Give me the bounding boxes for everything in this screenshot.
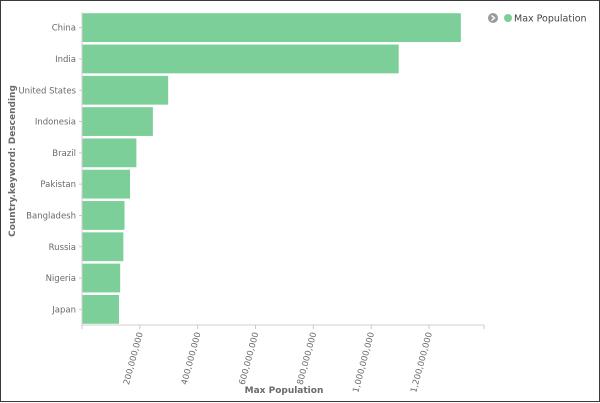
- category-label-pakistan: Pakistan: [40, 180, 76, 190]
- bar-bangladesh[interactable]: [82, 201, 125, 230]
- x-axis: 200,000,000 400,000,000 600,000,000 800,000…: [81, 324, 485, 394]
- legend-entry-max-population[interactable]: Max Population: [514, 14, 587, 25]
- bar-japan[interactable]: [82, 294, 120, 324]
- category-label-russia: Russia: [49, 243, 76, 253]
- legend: Max Population: [488, 13, 587, 25]
- category-label-china: China: [52, 24, 76, 34]
- category-labels: China India United States Indonesia Brazil Pa…: [18, 12, 83, 325]
- legend-swatch: [504, 14, 512, 22]
- bar-indonesia[interactable]: [82, 107, 153, 136]
- bar-pakistan[interactable]: [82, 169, 131, 199]
- chevron-right-glyph: [491, 14, 496, 22]
- category-label-nigeria: Nigeria: [46, 274, 76, 284]
- bar-russia[interactable]: [82, 232, 124, 262]
- bar-india[interactable]: [82, 44, 399, 74]
- legend-toggle-button[interactable]: [488, 13, 498, 23]
- x-tick-label: 1,200,000,000: [409, 331, 435, 394]
- x-tick-label: 1,000,000,000: [351, 331, 377, 394]
- x-tick-label: 400,000,000: [180, 331, 204, 386]
- x-tick-label: 800,000,000: [296, 331, 320, 386]
- category-label-bangladesh: Bangladesh: [26, 211, 76, 221]
- bar-united-states[interactable]: [82, 75, 169, 105]
- category-label-indonesia: Indonesia: [35, 118, 76, 128]
- y-axis-title: Country.keyword: Descending: [8, 85, 18, 237]
- category-label-japan: Japan: [51, 305, 76, 315]
- category-label-united-states: United States: [18, 86, 76, 96]
- bars-group: [82, 13, 461, 324]
- x-tick-label: 600,000,000: [238, 331, 262, 386]
- chevron-right-circle-icon: [488, 13, 498, 23]
- bar-nigeria[interactable]: [82, 263, 121, 293]
- bar-china[interactable]: [82, 13, 461, 43]
- category-label-brazil: Brazil: [52, 149, 76, 159]
- x-axis-title: Max Population: [245, 386, 324, 396]
- category-label-india: India: [55, 55, 76, 65]
- x-tick-label: 200,000,000: [122, 331, 146, 386]
- bar-brazil[interactable]: [82, 138, 137, 168]
